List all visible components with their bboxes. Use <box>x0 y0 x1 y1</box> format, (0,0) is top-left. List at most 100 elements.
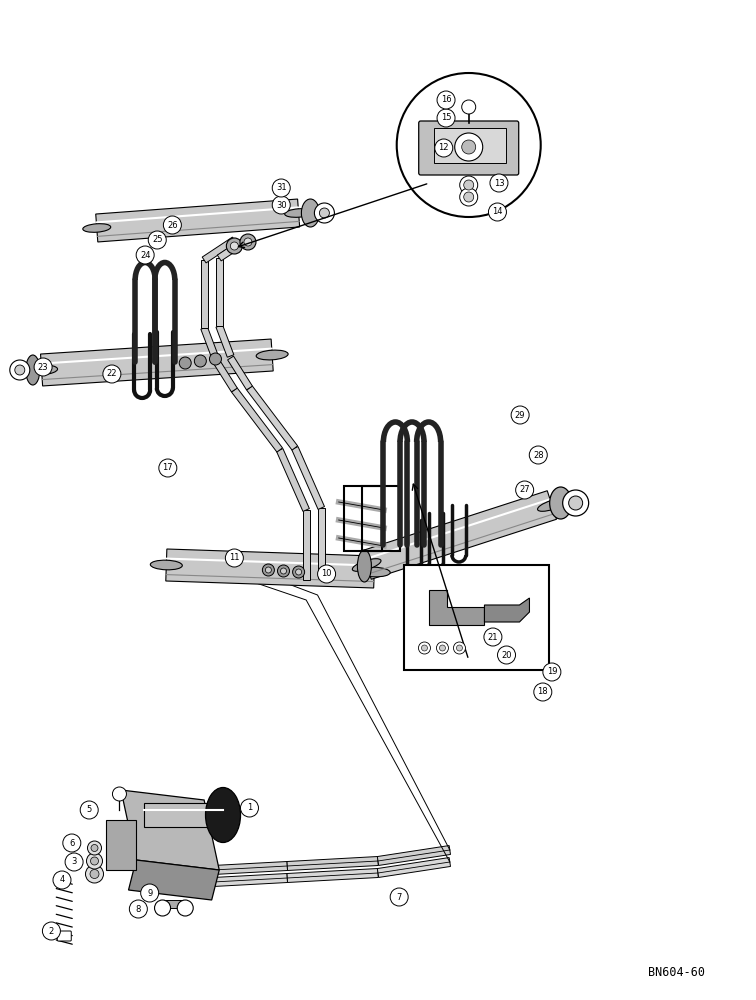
Circle shape <box>319 208 330 218</box>
Circle shape <box>484 628 502 646</box>
Circle shape <box>419 642 430 654</box>
Text: 4: 4 <box>60 876 64 884</box>
Circle shape <box>280 568 287 574</box>
Circle shape <box>277 565 290 577</box>
Polygon shape <box>144 803 223 827</box>
Polygon shape <box>228 356 253 390</box>
Ellipse shape <box>285 209 312 217</box>
Text: 30: 30 <box>276 200 287 210</box>
Circle shape <box>103 365 121 383</box>
Circle shape <box>129 900 147 918</box>
Polygon shape <box>302 510 310 580</box>
Text: 13: 13 <box>494 178 504 188</box>
Circle shape <box>534 683 552 701</box>
Circle shape <box>42 922 60 940</box>
Circle shape <box>454 642 466 654</box>
Circle shape <box>80 801 98 819</box>
Text: 5: 5 <box>87 806 91 814</box>
Text: 29: 29 <box>515 410 525 420</box>
Ellipse shape <box>550 487 572 519</box>
Polygon shape <box>216 325 234 357</box>
Text: 9: 9 <box>147 889 152 898</box>
Circle shape <box>154 900 171 916</box>
Ellipse shape <box>150 560 182 570</box>
Polygon shape <box>212 358 237 392</box>
Text: 19: 19 <box>547 668 557 677</box>
Circle shape <box>529 446 547 464</box>
Polygon shape <box>202 237 237 263</box>
Circle shape <box>244 238 252 246</box>
Circle shape <box>463 180 474 190</box>
Circle shape <box>397 73 541 217</box>
Text: 21: 21 <box>488 633 498 642</box>
Circle shape <box>543 663 561 681</box>
Ellipse shape <box>256 350 288 360</box>
Ellipse shape <box>352 559 381 571</box>
Circle shape <box>231 242 238 250</box>
Bar <box>404 565 550 670</box>
FancyBboxPatch shape <box>57 931 71 941</box>
Circle shape <box>148 231 166 249</box>
Circle shape <box>460 188 478 206</box>
Circle shape <box>437 109 455 127</box>
Text: 20: 20 <box>501 650 512 660</box>
FancyBboxPatch shape <box>419 121 519 175</box>
Circle shape <box>91 844 98 852</box>
Text: BN604-60: BN604-60 <box>648 966 705 978</box>
Text: 2: 2 <box>49 927 54 936</box>
Text: 3: 3 <box>71 857 77 866</box>
Bar <box>362 486 400 550</box>
Circle shape <box>463 192 474 202</box>
Polygon shape <box>362 491 556 579</box>
Polygon shape <box>377 846 451 865</box>
Text: 10: 10 <box>321 569 332 578</box>
Text: 6: 6 <box>69 838 75 847</box>
Circle shape <box>15 365 25 375</box>
Text: 15: 15 <box>441 113 451 122</box>
Text: 16: 16 <box>441 96 451 104</box>
Circle shape <box>65 853 83 871</box>
Polygon shape <box>201 327 218 359</box>
Polygon shape <box>200 260 208 328</box>
Circle shape <box>136 246 154 264</box>
Circle shape <box>113 787 126 801</box>
Text: 26: 26 <box>167 221 178 230</box>
Circle shape <box>53 871 71 889</box>
Polygon shape <box>246 386 298 450</box>
Text: 8: 8 <box>135 905 141 914</box>
Ellipse shape <box>206 788 240 842</box>
Text: 28: 28 <box>533 451 544 460</box>
Circle shape <box>462 100 476 114</box>
Polygon shape <box>41 339 273 386</box>
Polygon shape <box>429 590 485 625</box>
Circle shape <box>293 566 305 578</box>
Circle shape <box>439 645 445 651</box>
Ellipse shape <box>26 365 57 375</box>
Polygon shape <box>213 874 287 886</box>
Circle shape <box>511 406 529 424</box>
Circle shape <box>462 140 476 154</box>
Circle shape <box>194 355 206 367</box>
Polygon shape <box>215 258 223 326</box>
Circle shape <box>240 234 256 250</box>
Circle shape <box>34 358 52 376</box>
Circle shape <box>272 179 290 197</box>
Polygon shape <box>106 820 136 870</box>
Text: 31: 31 <box>276 184 287 192</box>
Circle shape <box>179 357 191 369</box>
Circle shape <box>569 496 583 510</box>
Circle shape <box>437 91 455 109</box>
Polygon shape <box>217 235 252 261</box>
Circle shape <box>265 567 271 573</box>
Polygon shape <box>129 860 219 900</box>
Circle shape <box>159 459 177 477</box>
Circle shape <box>225 549 243 567</box>
Text: 14: 14 <box>492 208 503 217</box>
Polygon shape <box>166 549 375 588</box>
Ellipse shape <box>83 224 110 232</box>
Circle shape <box>86 853 103 869</box>
Polygon shape <box>96 199 299 242</box>
Ellipse shape <box>358 567 390 577</box>
Circle shape <box>240 799 259 817</box>
Circle shape <box>272 196 290 214</box>
